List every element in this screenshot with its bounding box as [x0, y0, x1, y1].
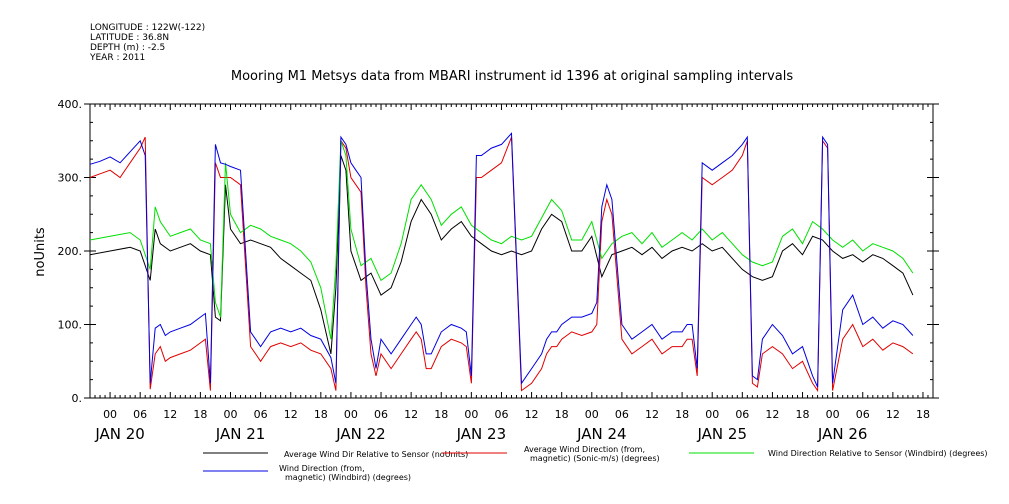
- x-day-label: JAN 23: [456, 425, 507, 443]
- meta-block: LONGITUDE : 122W(-122) LATITUDE : 36.8N …: [89, 23, 205, 63]
- x-hour-label: 06: [494, 408, 508, 421]
- chart-title: Mooring M1 Metsys data from MBARI instru…: [231, 69, 793, 84]
- y-tick-label: 0.: [72, 392, 83, 405]
- x-day-label: JAN 20: [94, 425, 145, 443]
- x-ticks: 00 06 12 18 00 06 12 18 00 06 12 18 00 06 12 18 00 06 12 18…: [89, 104, 934, 443]
- meta-year: YEAR : 2011: [89, 53, 145, 63]
- legend-label-3: Wind Direction (from,: [279, 464, 365, 473]
- x-hour-label: 12: [645, 408, 659, 421]
- x-hour-label: 12: [284, 408, 298, 421]
- x-day-label: JAN 26: [817, 425, 868, 443]
- x-hour-label: 06: [856, 408, 870, 421]
- legend-label-1: Average Wind Direction (from,: [524, 445, 645, 454]
- x-hour-label: 00: [826, 408, 840, 421]
- legend-label-2: Wind Direction Relative to Sensor (Windb…: [768, 449, 988, 458]
- legend-label-0: Average Wind Dir Relative to Sensor (noU…: [284, 450, 468, 459]
- x-hour-label: 12: [886, 408, 900, 421]
- legend-label-1: magnetic) (Sonic-m/s) (degrees): [530, 454, 660, 463]
- meta-longitude: LONGITUDE : 122W(-122): [90, 23, 205, 33]
- x-day-label: JAN 25: [697, 425, 748, 443]
- x-hour-label: 00: [224, 408, 238, 421]
- x-day-label: JAN 24: [576, 425, 627, 443]
- series-line-1: [89, 136, 914, 393]
- meta-depth: DEPTH (m) : -2.5: [90, 43, 165, 53]
- x-hour-label: 12: [163, 408, 177, 421]
- series-line-0: [89, 155, 914, 355]
- x-hour-label: 12: [525, 408, 539, 421]
- x-day-label: JAN 22: [335, 425, 386, 443]
- y-tick-label: 400.: [58, 98, 83, 111]
- y-tick-label: 100.: [58, 319, 83, 332]
- x-hour-label: 18: [555, 408, 569, 421]
- legend: Average Wind Dir Relative to Sensor (noU…: [203, 445, 988, 482]
- y-tick-label: 300.: [58, 172, 83, 185]
- series-line-3: [89, 132, 914, 388]
- series-layer: [89, 132, 914, 393]
- series-line-2: [89, 140, 914, 340]
- y-tick-label: 200.: [58, 245, 83, 258]
- x-hour-label: 06: [615, 408, 629, 421]
- x-hour-label: 12: [765, 408, 779, 421]
- meta-latitude: LATITUDE : 36.8N: [90, 33, 169, 43]
- x-hour-label: 06: [254, 408, 268, 421]
- x-hour-label: 00: [705, 408, 719, 421]
- x-hour-label: 00: [344, 408, 358, 421]
- x-hour-label: 18: [916, 408, 930, 421]
- x-hour-label: 06: [735, 408, 749, 421]
- x-hour-label: 06: [374, 408, 388, 421]
- x-hour-label: 18: [193, 408, 207, 421]
- x-hour-label: 18: [796, 408, 810, 421]
- x-hour-label: 00: [585, 408, 599, 421]
- x-hour-label: 18: [675, 408, 689, 421]
- x-hour-label: 18: [314, 408, 328, 421]
- x-day-label: JAN 21: [215, 425, 266, 443]
- legend-label-3: magnetic) (Windbird) (degrees): [285, 473, 411, 482]
- x-hour-label: 12: [404, 408, 418, 421]
- x-hour-label: 00: [103, 408, 117, 421]
- x-hour-label: 00: [464, 408, 478, 421]
- y-ticks: 0. 100. 200. 300. 400.: [58, 98, 939, 405]
- x-hour-label: 18: [434, 408, 448, 421]
- y-axis-label: noUnits: [33, 227, 48, 277]
- x-hour-label: 06: [133, 408, 147, 421]
